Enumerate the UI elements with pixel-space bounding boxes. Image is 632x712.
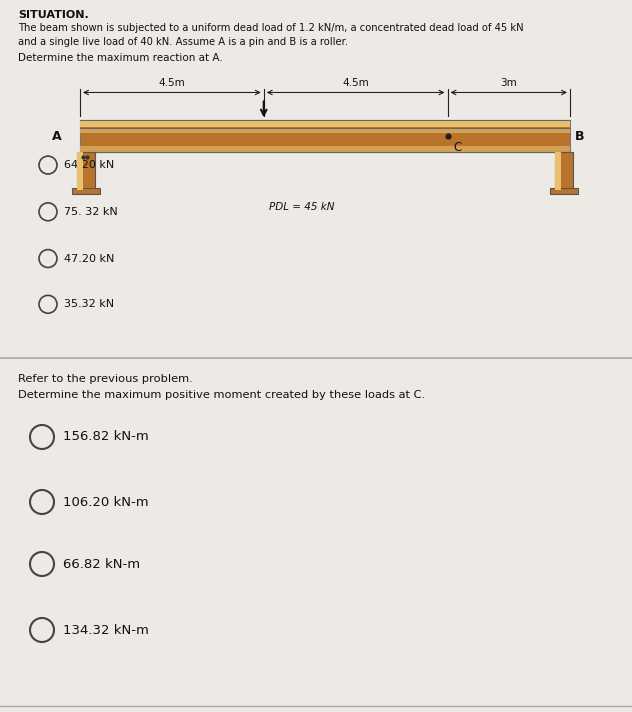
Bar: [80, 120, 570, 152]
Bar: [80, 130, 570, 133]
Text: 4.5m: 4.5m: [159, 78, 185, 88]
Text: 156.82 kN-m: 156.82 kN-m: [63, 431, 149, 444]
Bar: [555, 152, 561, 190]
Text: 75. 32 kN: 75. 32 kN: [64, 206, 118, 217]
Bar: [72, 188, 100, 194]
Bar: [555, 152, 573, 190]
Text: 4.5m: 4.5m: [343, 78, 369, 88]
Text: 35.32 kN: 35.32 kN: [64, 299, 114, 309]
Text: Refer to the previous problem.: Refer to the previous problem.: [18, 374, 193, 384]
Bar: [80, 146, 570, 152]
Text: 66.82 kN-m: 66.82 kN-m: [63, 557, 140, 570]
Bar: [550, 188, 578, 194]
Text: Determine the maximum reaction at A.: Determine the maximum reaction at A.: [18, 53, 222, 63]
Bar: [80, 120, 570, 127]
Bar: [77, 152, 83, 190]
Text: C: C: [454, 141, 462, 154]
Text: A: A: [52, 130, 62, 142]
Text: 134.32 kN-m: 134.32 kN-m: [63, 624, 149, 637]
Text: B: B: [575, 130, 585, 142]
Text: PDL = 45 kN: PDL = 45 kN: [269, 202, 334, 212]
Text: The beam shown is subjected to a uniform dead load of 1.2 kN/m, a concentrated d: The beam shown is subjected to a uniform…: [18, 23, 524, 47]
Text: 64.20 kN: 64.20 kN: [64, 160, 114, 170]
Bar: [77, 152, 95, 190]
Text: 47.20 kN: 47.20 kN: [64, 253, 114, 263]
Text: Determine the maximum positive moment created by these loads at C.: Determine the maximum positive moment cr…: [18, 390, 425, 400]
Text: 106.20 kN-m: 106.20 kN-m: [63, 496, 149, 508]
Text: 3m: 3m: [501, 78, 517, 88]
Text: SITUATION.: SITUATION.: [18, 10, 88, 20]
